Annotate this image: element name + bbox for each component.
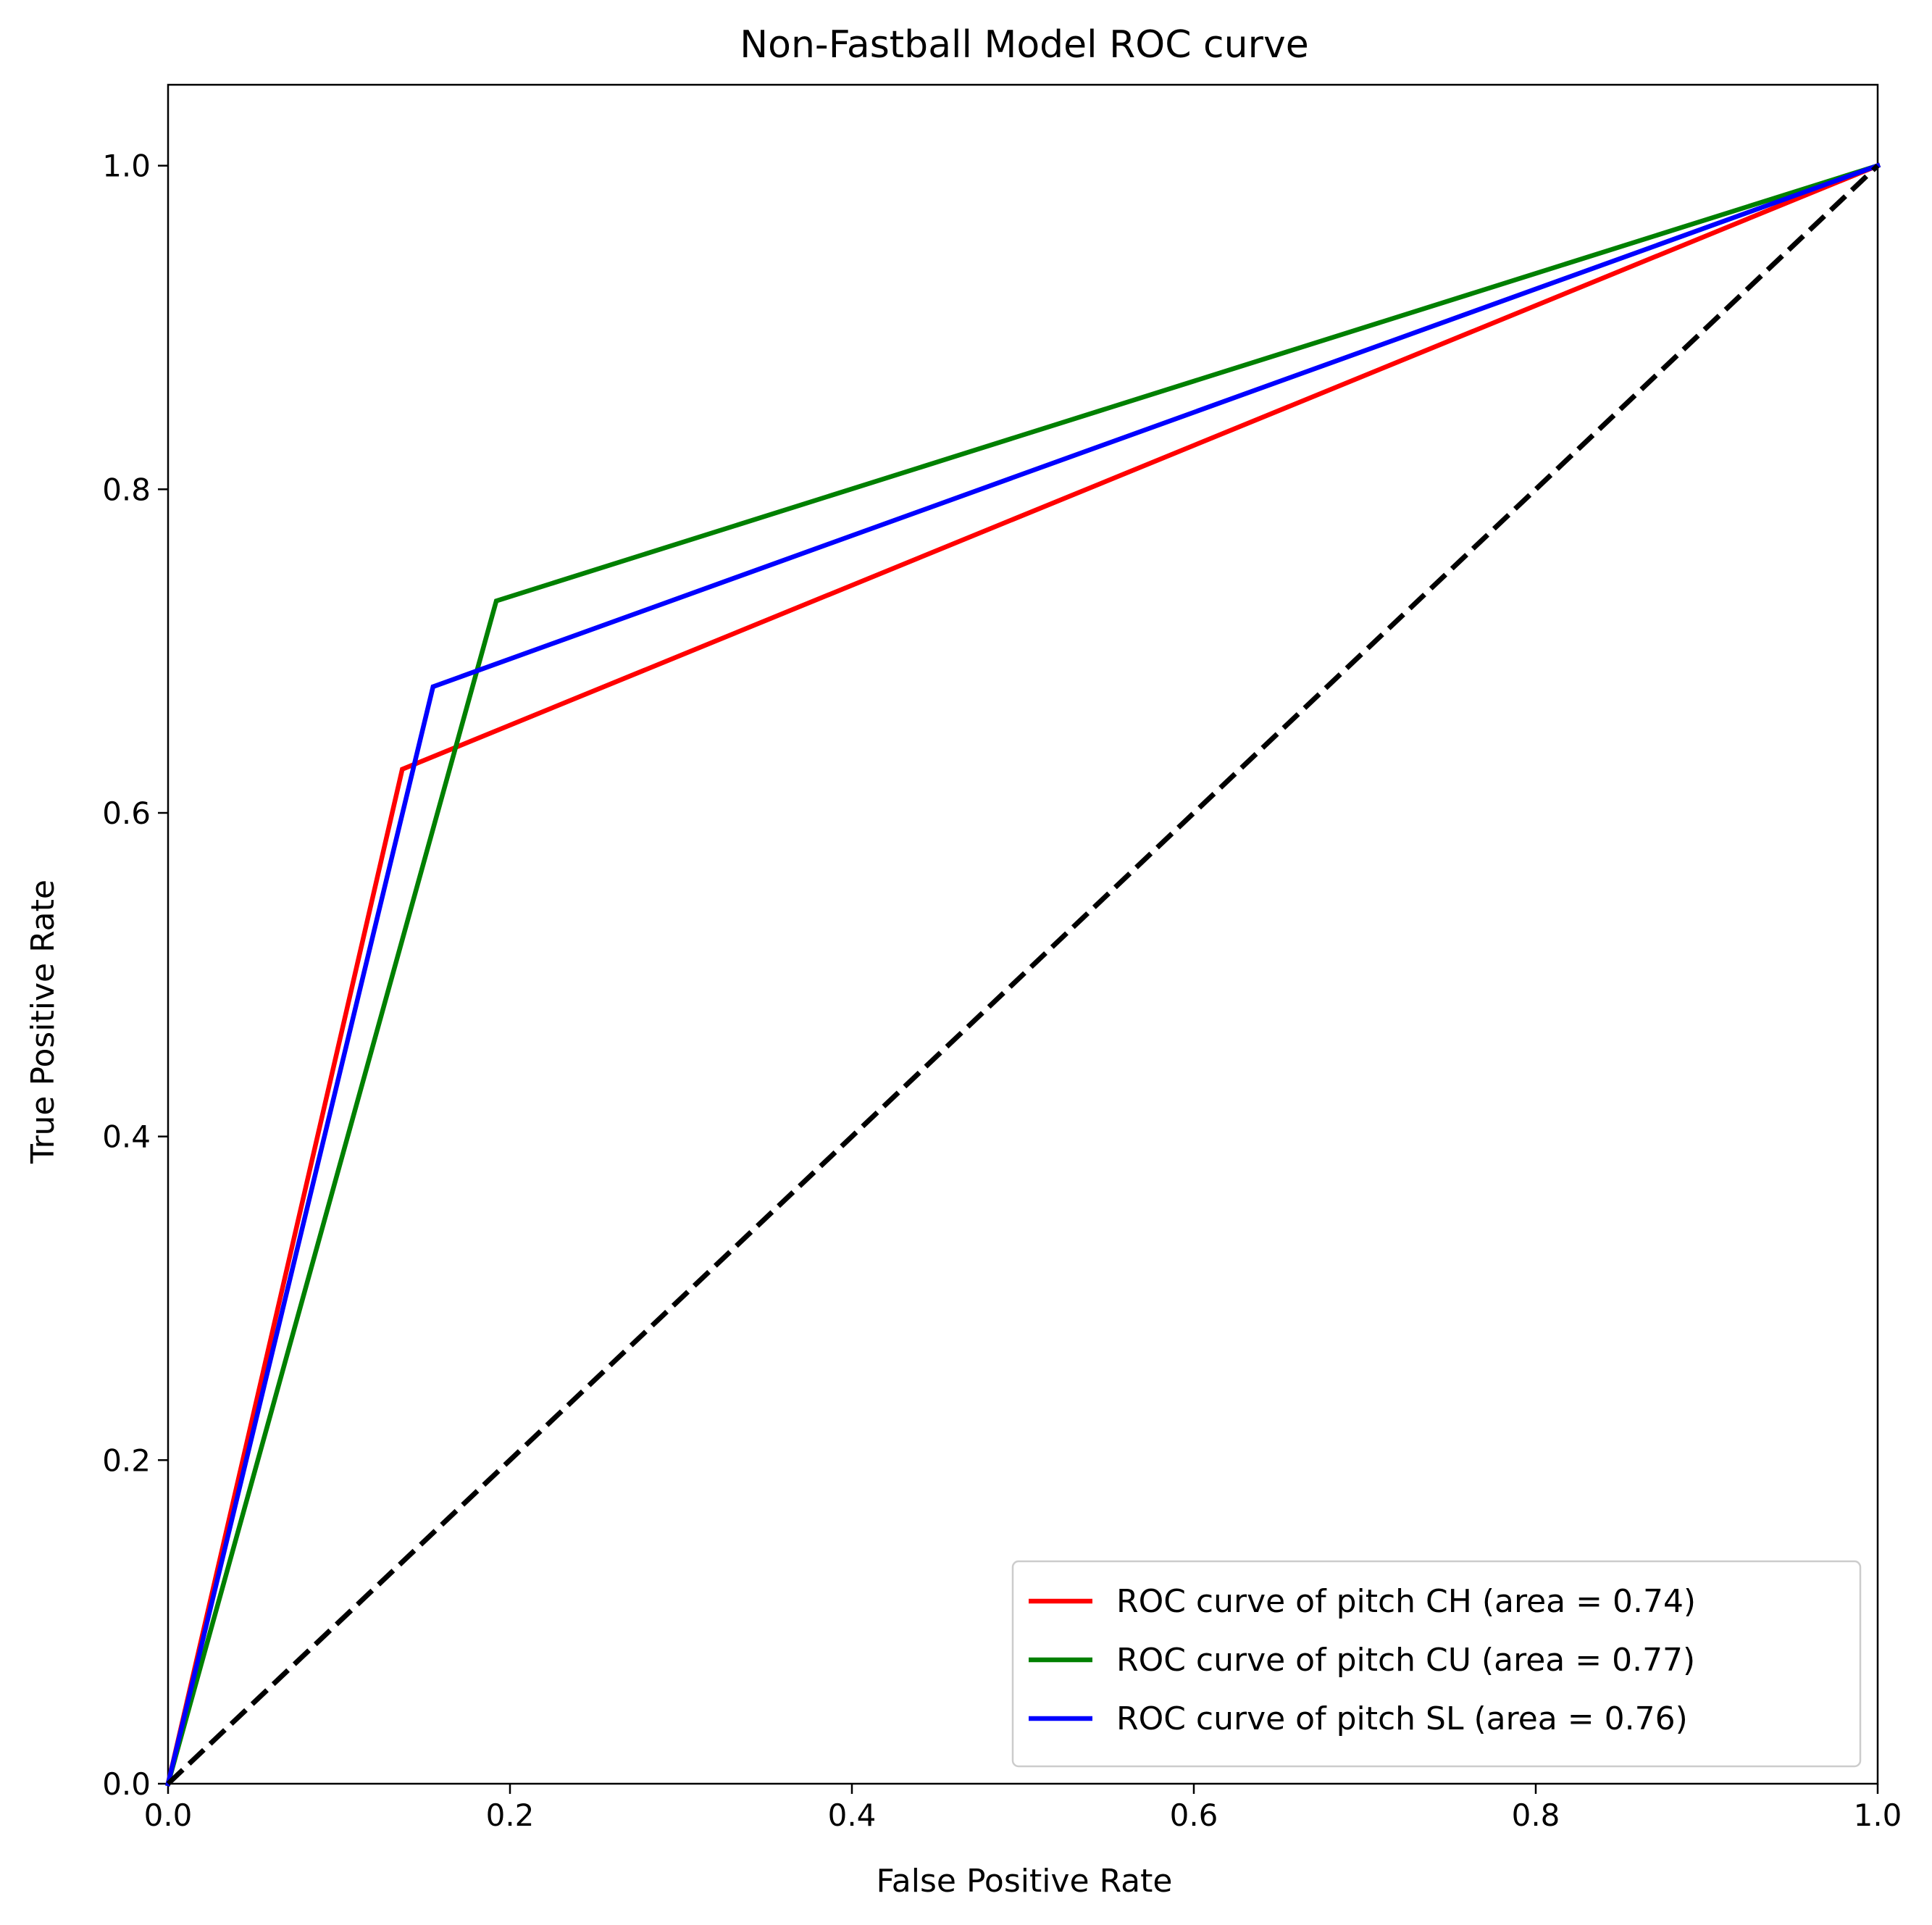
legend-box — [1011, 1560, 1862, 1768]
legend-label-0: ROC curve of pitch CH (area = 0.74) — [1116, 1583, 1696, 1620]
y-tick-label: 0.6 — [102, 796, 151, 831]
y-tick-label: 1.0 — [102, 149, 151, 184]
x-tick-label: 0.6 — [1170, 1797, 1218, 1833]
series-line-2 — [165, 162, 1881, 1787]
chance-line — [166, 164, 1880, 1786]
chart-title: Non-Fastball Model ROC curve — [740, 23, 1308, 67]
x-tick-label: 0.8 — [1512, 1797, 1560, 1833]
y-tick-label: 0.8 — [102, 472, 151, 507]
series-line-0 — [165, 162, 1881, 1787]
series-line-1 — [164, 162, 1881, 1787]
legend-label-2: ROC curve of pitch SL (area = 0.76) — [1116, 1700, 1688, 1737]
x-tick-label: 0.4 — [828, 1797, 877, 1833]
x-tick-label: 0.0 — [144, 1797, 193, 1833]
legend-label-1: ROC curve of pitch CU (area = 0.77) — [1116, 1642, 1695, 1679]
plot-frame — [167, 83, 1879, 1785]
y-axis-label: True Positive Rate — [25, 880, 62, 1164]
y-tick-label: 0.0 — [102, 1766, 151, 1802]
y-tick-label: 0.4 — [102, 1119, 151, 1155]
x-axis-label: False Positive Rate — [877, 1863, 1173, 1900]
x-tick-label: 1.0 — [1854, 1797, 1902, 1833]
x-tick-label: 0.2 — [486, 1797, 535, 1833]
y-tick-label: 0.2 — [102, 1442, 151, 1478]
